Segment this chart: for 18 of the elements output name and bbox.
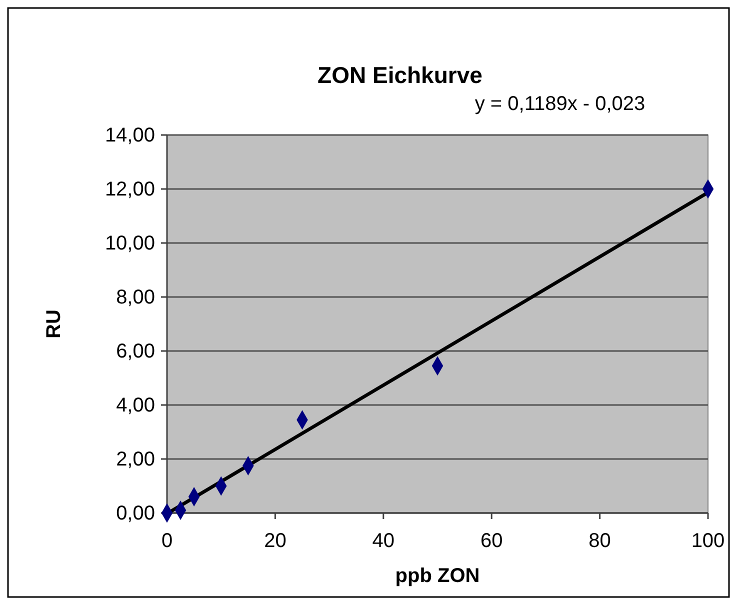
x-tick-label: 100 [691,530,725,552]
y-tick-label: 10,00 [104,232,155,254]
y-tick-label: 8,00 [116,286,155,308]
y-tick-label: 2,00 [116,448,155,470]
x-tick-label: 60 [480,530,503,552]
y-axis-title: RU [43,310,65,338]
x-axis-title: ppb ZON [395,565,480,587]
y-tick-label: 12,00 [104,178,155,200]
x-tick-label: 0 [161,530,173,552]
x-tick-label: 80 [588,530,611,552]
x-tick-label: 20 [264,530,286,552]
chart-title: ZON Eichkurve [318,62,482,88]
y-tick-label: 6,00 [116,340,155,362]
y-tick-label: 4,00 [116,394,155,416]
y-tick-label: 14,00 [104,124,155,146]
text: y = 0,1189x - 0,023 [474,93,646,115]
y-tick-label: 0,00 [116,502,155,524]
x-tick-label: 40 [372,530,395,552]
